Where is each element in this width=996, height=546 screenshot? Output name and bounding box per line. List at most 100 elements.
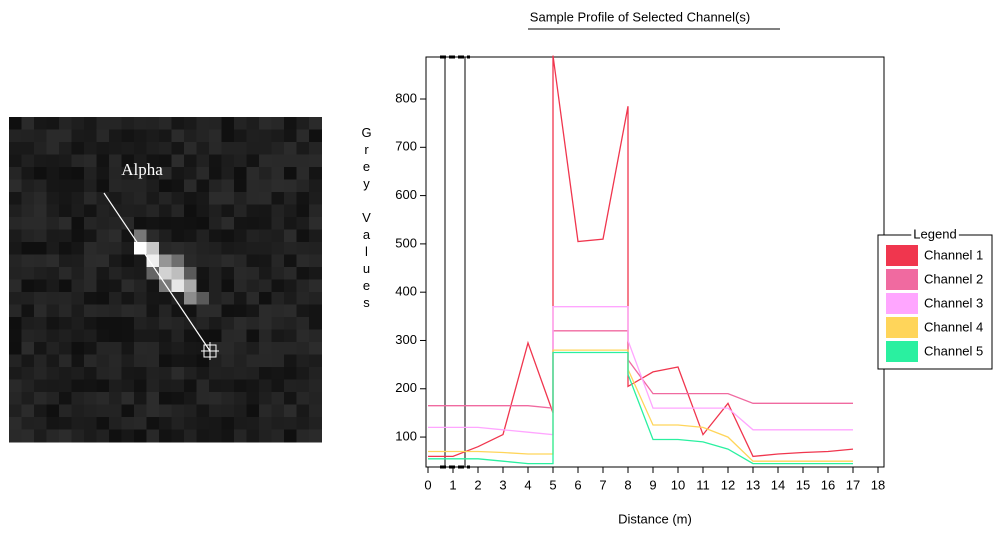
pixel bbox=[109, 330, 122, 343]
pixel bbox=[309, 417, 322, 430]
pixel bbox=[309, 130, 322, 143]
pixel bbox=[272, 330, 285, 343]
pixel bbox=[59, 355, 72, 368]
legend-swatch bbox=[886, 317, 918, 338]
pixel bbox=[109, 130, 122, 143]
pixel bbox=[159, 380, 172, 393]
pixel bbox=[297, 305, 310, 318]
pixel bbox=[272, 180, 285, 193]
pixel bbox=[184, 205, 197, 218]
pixel bbox=[297, 342, 310, 355]
pixel bbox=[84, 317, 97, 330]
pixel bbox=[72, 292, 85, 305]
pixel bbox=[22, 380, 35, 393]
pixel bbox=[47, 317, 60, 330]
legend-swatch bbox=[886, 341, 918, 362]
pixel bbox=[184, 405, 197, 418]
pixel bbox=[259, 205, 272, 218]
pixel bbox=[234, 417, 247, 430]
pixel bbox=[197, 255, 210, 268]
pixel bbox=[159, 405, 172, 418]
pixel bbox=[297, 292, 310, 305]
pixel bbox=[97, 367, 110, 380]
pixel bbox=[297, 180, 310, 193]
legend-swatch bbox=[886, 269, 918, 290]
legend-swatch bbox=[886, 293, 918, 314]
pixel bbox=[97, 405, 110, 418]
pixel bbox=[222, 205, 235, 218]
pixel bbox=[197, 230, 210, 243]
pixel bbox=[134, 380, 147, 393]
pixel bbox=[284, 392, 297, 405]
pixel bbox=[97, 292, 110, 305]
pixel bbox=[297, 317, 310, 330]
pixel bbox=[259, 155, 272, 168]
x-tick-label: 2 bbox=[474, 477, 481, 492]
pixel bbox=[259, 255, 272, 268]
pixel bbox=[309, 305, 322, 318]
pixel bbox=[222, 180, 235, 193]
pixel bbox=[297, 417, 310, 430]
pixel bbox=[234, 367, 247, 380]
pixel bbox=[134, 255, 147, 268]
pixel bbox=[34, 180, 47, 193]
pixel bbox=[309, 217, 322, 230]
pixel bbox=[209, 405, 222, 418]
pixel bbox=[259, 417, 272, 430]
pixel bbox=[222, 305, 235, 318]
pixel bbox=[284, 117, 297, 130]
pixel bbox=[34, 117, 47, 130]
pixel bbox=[209, 317, 222, 330]
pixel bbox=[47, 230, 60, 243]
pixel bbox=[147, 130, 160, 143]
pixel bbox=[234, 330, 247, 343]
pixel bbox=[247, 305, 260, 318]
pixel bbox=[59, 305, 72, 318]
pixel bbox=[84, 130, 97, 143]
pixel bbox=[197, 292, 210, 305]
pixel bbox=[59, 180, 72, 193]
pixel bbox=[259, 405, 272, 418]
pixel bbox=[159, 430, 172, 443]
pixel bbox=[122, 367, 135, 380]
pixel bbox=[59, 117, 72, 130]
pixel bbox=[259, 317, 272, 330]
pixel bbox=[272, 255, 285, 268]
pixel bbox=[297, 355, 310, 368]
pixel bbox=[259, 192, 272, 205]
pixel bbox=[284, 167, 297, 180]
pixel bbox=[284, 430, 297, 443]
pixel bbox=[259, 230, 272, 243]
pixel bbox=[159, 192, 172, 205]
pixel bbox=[184, 280, 197, 293]
pixel bbox=[234, 155, 247, 168]
pixel bbox=[234, 192, 247, 205]
pixel bbox=[234, 305, 247, 318]
pixel bbox=[209, 117, 222, 130]
pixel bbox=[172, 230, 185, 243]
pixel bbox=[47, 130, 60, 143]
pixel bbox=[172, 155, 185, 168]
pixel bbox=[197, 380, 210, 393]
pixel bbox=[22, 280, 35, 293]
pixel bbox=[147, 230, 160, 243]
pixel bbox=[272, 355, 285, 368]
pixel bbox=[84, 330, 97, 343]
pixel bbox=[259, 380, 272, 393]
pixel bbox=[84, 392, 97, 405]
pixel bbox=[72, 430, 85, 443]
pixel bbox=[184, 167, 197, 180]
pixel bbox=[147, 330, 160, 343]
pixel bbox=[222, 255, 235, 268]
pixel bbox=[9, 280, 22, 293]
pixel bbox=[222, 217, 235, 230]
pixel bbox=[109, 417, 122, 430]
pixel bbox=[259, 430, 272, 443]
pixel bbox=[84, 180, 97, 193]
pixel bbox=[97, 230, 110, 243]
pixel bbox=[34, 217, 47, 230]
pixel bbox=[22, 117, 35, 130]
pixel bbox=[147, 392, 160, 405]
pixel bbox=[272, 317, 285, 330]
pixel bbox=[9, 192, 22, 205]
